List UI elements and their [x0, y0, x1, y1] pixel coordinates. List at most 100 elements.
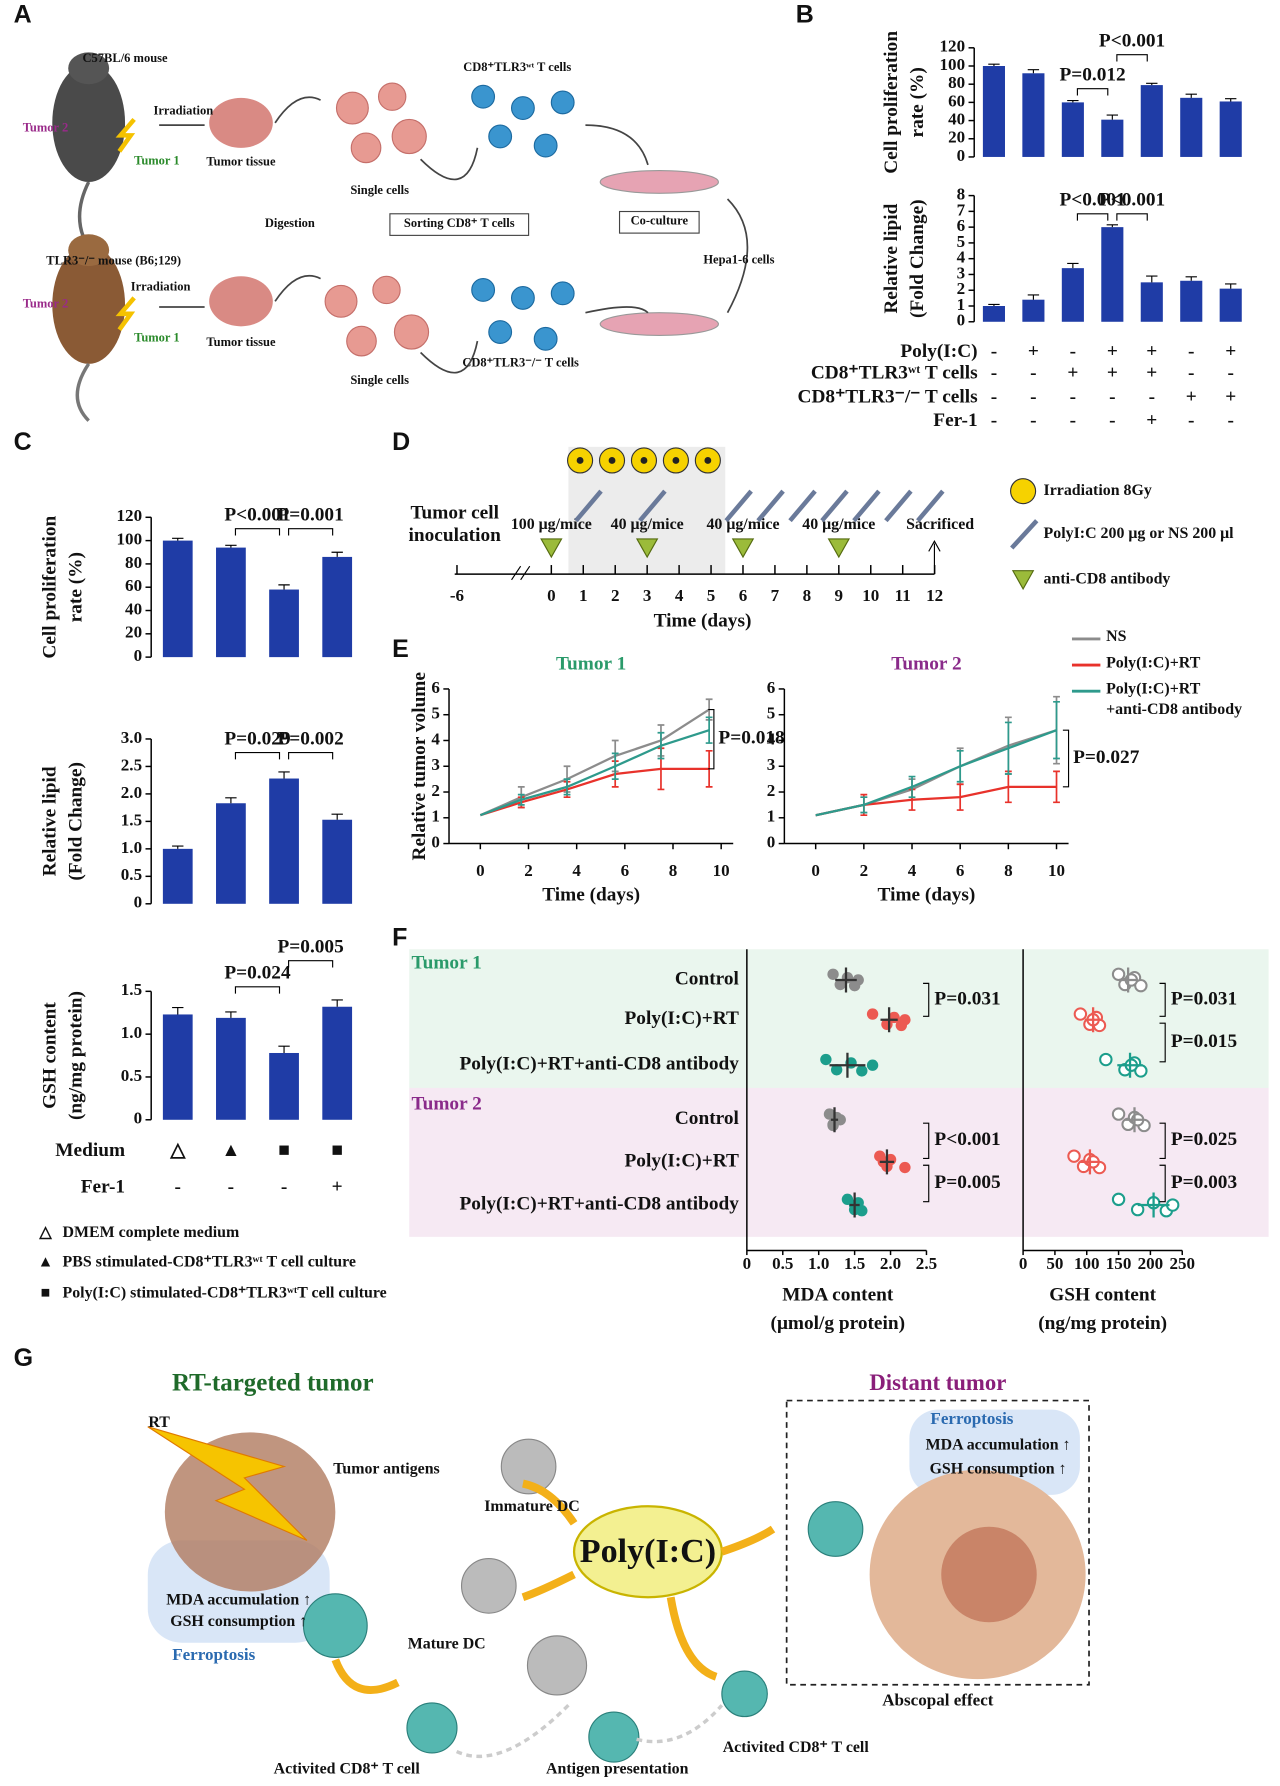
- y-tick-label: 60: [948, 91, 965, 110]
- y-tick-label: 6: [957, 216, 966, 235]
- category-label: Control: [675, 1108, 740, 1129]
- condition-mark: +: [1225, 386, 1236, 407]
- y-tick-label: 5: [957, 232, 966, 251]
- mean-error: [835, 967, 857, 993]
- y-axis-label: (Fold Change): [907, 199, 928, 318]
- diagram-label: Irradiation: [153, 103, 213, 117]
- x-tick-label: 150: [1106, 1254, 1132, 1273]
- diagram-label: TLR3⁻/⁻ mouse (B6;129): [46, 253, 181, 267]
- significance-bracket: [708, 708, 715, 770]
- dot: [866, 1008, 879, 1020]
- y-tick-label: 2: [431, 781, 440, 800]
- condition-mark: +: [1107, 341, 1118, 362]
- y-tick-label: 2: [957, 279, 966, 298]
- legend-antibody: [1011, 570, 1035, 591]
- panel-label: F: [392, 924, 407, 952]
- y-tick-label: 4: [957, 248, 966, 267]
- condition-mark: -: [991, 341, 997, 362]
- error-bar: [172, 1007, 184, 1015]
- dot: [852, 974, 864, 986]
- series-line: [815, 729, 1057, 817]
- diagram-label: RT: [148, 1414, 170, 1431]
- y-tick-label: 100: [117, 530, 143, 549]
- bar: [322, 819, 353, 904]
- tick-label: 10: [862, 586, 879, 605]
- y-axis-label: Relative lipid: [40, 766, 61, 876]
- condition-mark: -: [1070, 341, 1076, 362]
- end-label: Sacrificed: [906, 516, 974, 533]
- irradiation-core: [672, 457, 680, 464]
- y-tick-label: 8: [957, 184, 966, 203]
- syringe-icon: [638, 489, 667, 523]
- mean-error: [879, 1149, 895, 1175]
- x-tick-label: 250: [1169, 1254, 1195, 1273]
- y-tick-label: 0: [134, 646, 143, 665]
- condition-mark: -: [1188, 341, 1194, 362]
- x-tick-label: 2.5: [916, 1254, 937, 1273]
- error-bar: [1067, 99, 1079, 103]
- error-bar: [1053, 700, 1060, 760]
- legend-label: Poly(I:C)+RT +anti-CD8 antibody: [1106, 680, 1243, 719]
- x-tick-label: 0: [743, 1254, 752, 1273]
- y-tick-label: 3: [767, 755, 776, 774]
- group-label: Tumor 2: [412, 1093, 482, 1114]
- y-axis-label: Relative tumor volume: [409, 672, 430, 861]
- error-bar: [172, 537, 184, 541]
- x-tick-label: 1.0: [808, 1254, 829, 1273]
- diagram-label: Abscopal effect: [882, 1691, 994, 1710]
- condition-mark: -: [175, 1176, 181, 1197]
- x-tick-label: 4: [908, 861, 917, 880]
- condition-label: Poly(I:C): [900, 341, 977, 362]
- syringe-icon: [724, 489, 753, 523]
- category-label: Poly(I:C)+RT+anti-CD8 antibody: [460, 1193, 740, 1214]
- error-bar: [278, 1045, 290, 1053]
- condition-mark: -: [1227, 410, 1233, 431]
- dose-label: 40 μg/mice: [802, 516, 875, 533]
- p-value: P=0.005: [934, 1172, 1000, 1193]
- x-tick-label: 6: [621, 861, 630, 880]
- condition-label: Fer-1: [933, 410, 977, 431]
- bar: [216, 1017, 246, 1120]
- p-value: P=0.001: [277, 505, 343, 526]
- legend-label: DMEM complete medium: [63, 1224, 240, 1241]
- diagram-label: Tumor 1: [134, 153, 180, 167]
- diagram-label: Tumor 1: [134, 331, 180, 345]
- x-tick-label: 0: [476, 861, 485, 880]
- error-bar: [278, 771, 290, 779]
- dot: [1099, 1052, 1113, 1067]
- y-tick-label: 120: [940, 37, 966, 56]
- x-tick-label: 1.5: [844, 1254, 865, 1273]
- significance-bracket: [923, 982, 930, 1017]
- y-tick-label: 0: [767, 832, 776, 851]
- y-tick-label: 120: [117, 506, 143, 525]
- tick-label: -6: [450, 586, 465, 605]
- irradiation-core: [608, 457, 616, 464]
- bar: [322, 556, 353, 658]
- diagram-label: Distant tumor: [869, 1370, 1006, 1395]
- x-tick-label: 2: [524, 861, 533, 880]
- x-tick-label: 2: [860, 861, 869, 880]
- dose-label: 100 μg/mice: [511, 516, 592, 533]
- y-tick-label: 2.0: [121, 783, 142, 802]
- y-tick-label: 0: [957, 146, 966, 165]
- panel-label: A: [14, 1, 32, 29]
- condition-label: Medium: [55, 1140, 125, 1161]
- x-axis-label: Time (days): [542, 884, 640, 905]
- diagram-label: Mature DC: [408, 1636, 486, 1653]
- mean-error: [830, 1107, 839, 1133]
- y-axis-label: Cell proliferation: [881, 31, 902, 174]
- bar: [982, 66, 1005, 157]
- x-tick-label: 50: [1046, 1254, 1063, 1273]
- diagram-label: Co-culture: [631, 214, 689, 228]
- y-tick-label: 20: [948, 128, 965, 147]
- significance-bracket: [234, 752, 281, 760]
- y-tick-label: 6: [431, 678, 440, 697]
- tick-label: 2: [611, 586, 620, 605]
- category-label: Control: [675, 968, 740, 989]
- diagram-label: Digestion: [265, 216, 315, 230]
- y-tick-label: 5: [431, 704, 440, 723]
- tick-label: 11: [895, 586, 911, 605]
- significance-bracket: [234, 528, 281, 536]
- y-tick-label: 40: [948, 109, 965, 128]
- panel-label: E: [392, 635, 409, 663]
